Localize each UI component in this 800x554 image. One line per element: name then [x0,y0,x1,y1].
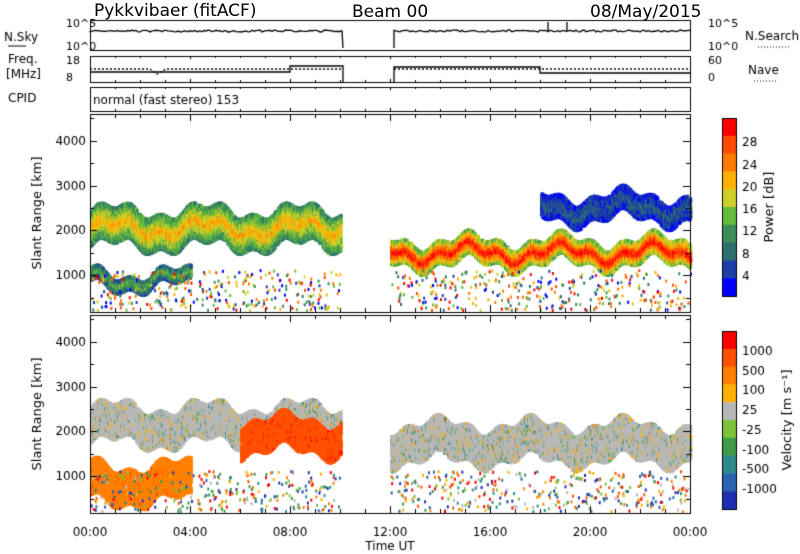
beam-title: Beam 00 [352,2,429,22]
station-title: Pykkvibaer (fitACF) [94,1,257,21]
date-title: 08/May/2015 [590,2,702,22]
